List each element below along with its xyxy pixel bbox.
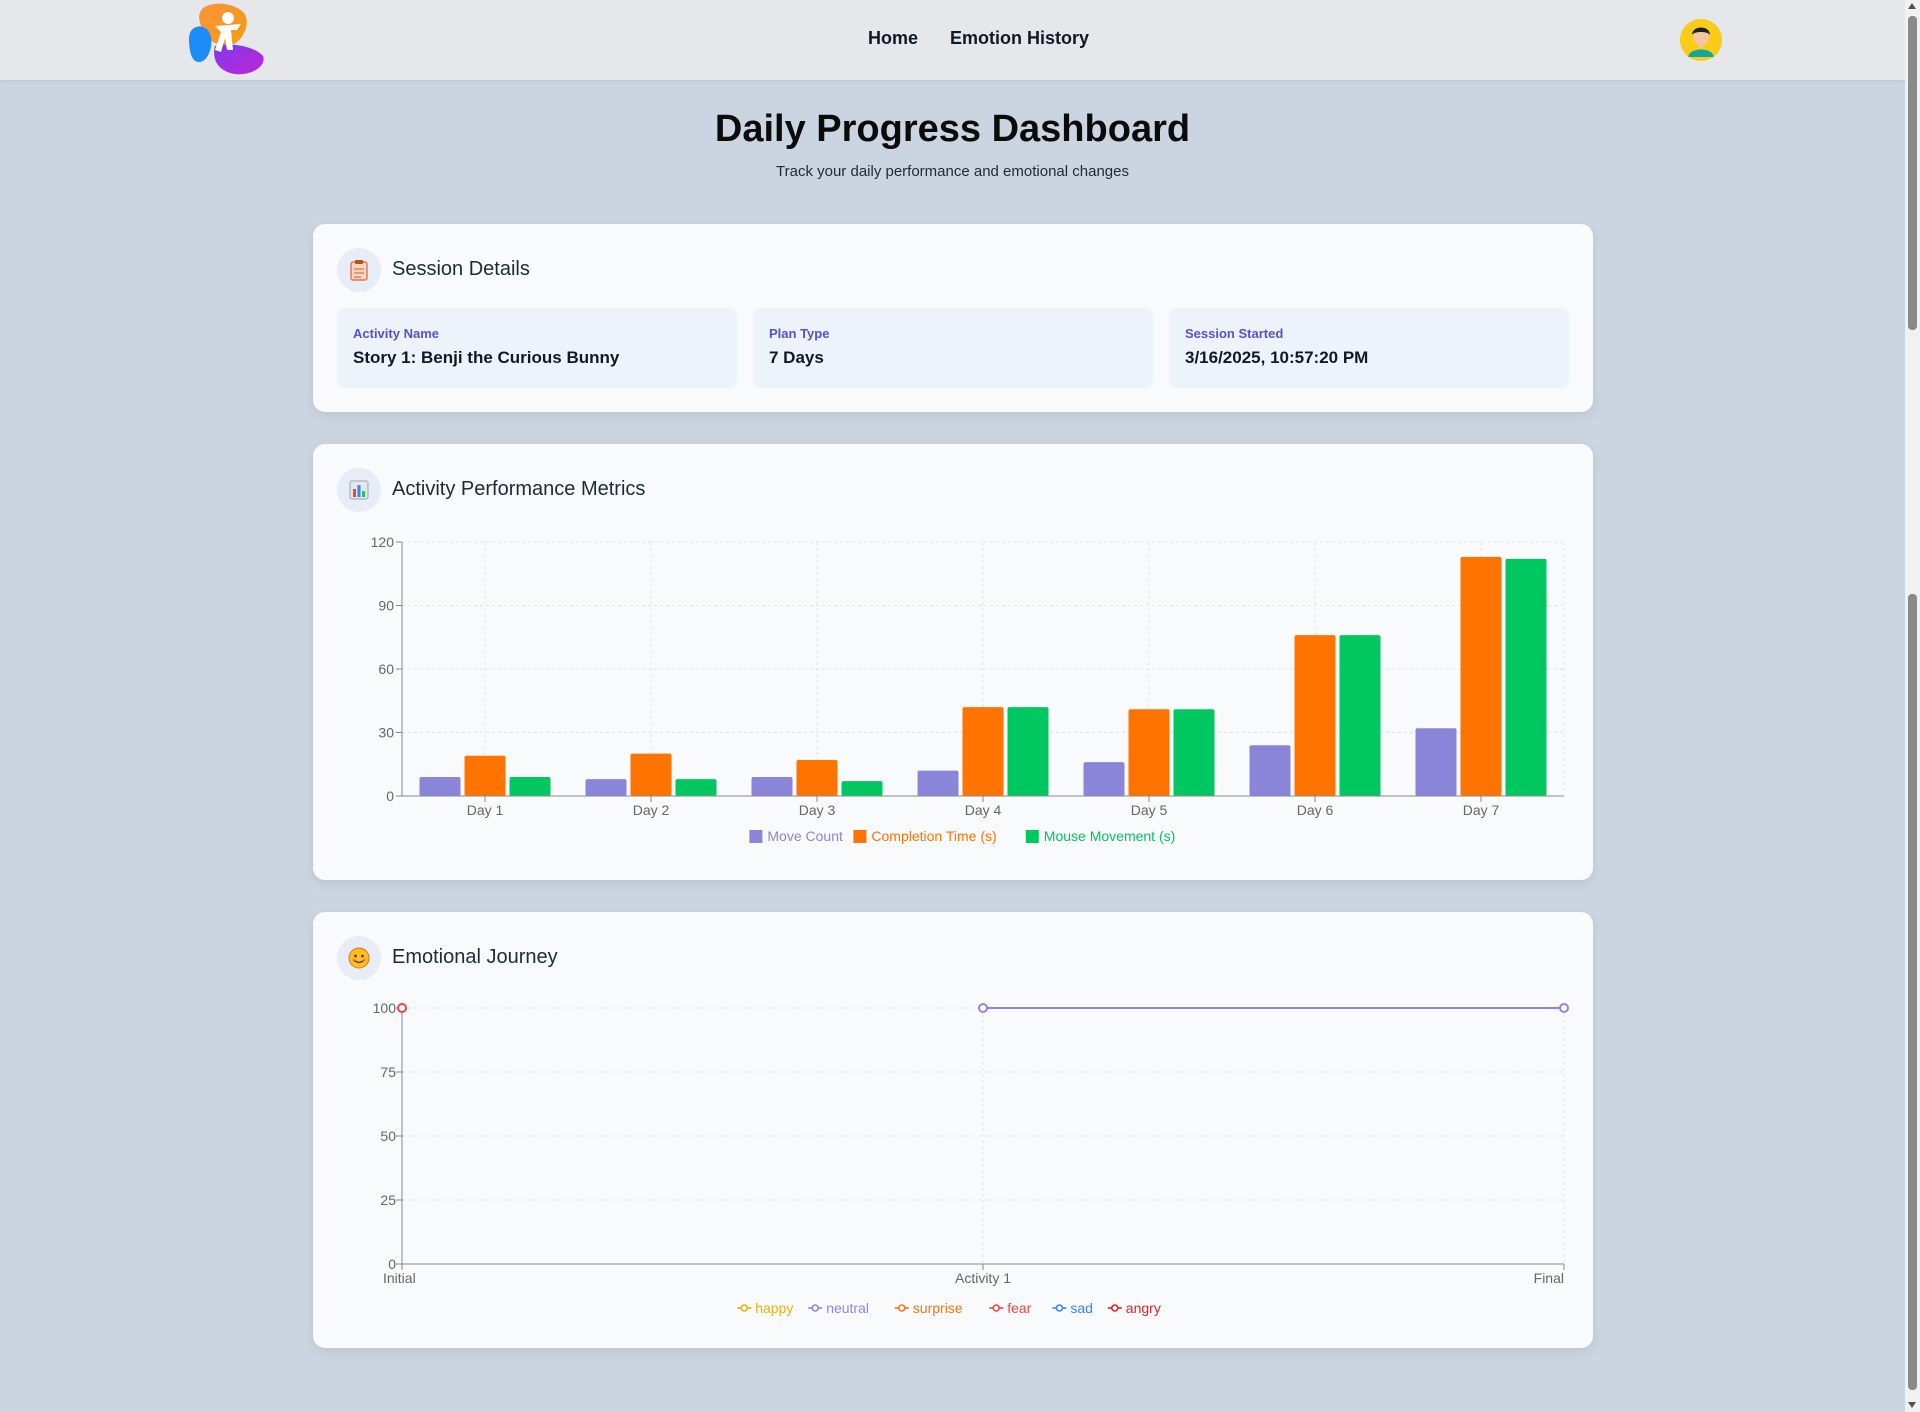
bar-legend-swatch-move-count (749, 830, 763, 843)
bar-legend-swatch-completion-time-s (853, 830, 867, 843)
bar-legend-label-completion-time-s: Completion Time (s) (871, 828, 996, 844)
line-legend-marker-angry (1110, 1304, 1119, 1312)
line-point-neutral-final (1559, 1003, 1569, 1013)
line-legend-marker-surprise (897, 1304, 906, 1312)
bar-mouse-movement-s-day-5 (1173, 709, 1215, 796)
clipboard-icon (337, 248, 381, 292)
performance-bar-chart: 0 30 60 90 120 Day 1 Day 2 Day 3 Day 4 Day 5 Day 6… (371, 534, 1565, 844)
line-legend-marker-sad (1055, 1304, 1064, 1312)
bar-chart-y-tick-label: 30 (378, 725, 394, 741)
bar-legend-label-mouse-movement-s: Mouse Movement (s) (1044, 828, 1175, 844)
plan-type-value: 7 Days (769, 348, 824, 367)
activity-name-label: Activity Name (353, 326, 439, 341)
session-started-label: Session Started (1185, 326, 1284, 341)
line-legend-label-neutral: neutral (826, 1300, 869, 1316)
scrollbar-thumb[interactable] (1908, 16, 1917, 330)
line-legend-marker-neutral (811, 1304, 820, 1312)
page-title: Daily Progress Dashboard (714, 108, 1191, 150)
page-scrollbar[interactable] (1905, 0, 1920, 1412)
bar-completion-time-s-day-3 (796, 760, 838, 796)
activity-name-box: Activity Name Story 1: Benji the Curious… (337, 308, 737, 388)
bar-chart-x-tick-label: Day 7 (1463, 802, 1500, 818)
emotional-journey-title: Emotional Journey (392, 946, 558, 968)
bar-move-count-day-3 (751, 776, 793, 796)
user-avatar-icon[interactable] (1680, 19, 1722, 61)
session-started-value: 3/16/2025, 10:57:20 PM (1185, 348, 1369, 367)
plan-type-box: Plan Type 7 Days (753, 308, 1153, 388)
bar-chart-x-tick-label: Day 2 (633, 802, 670, 818)
line-legend-label-angry: angry (1126, 1300, 1161, 1316)
bar-move-count-day-7 (1415, 728, 1457, 796)
navbar: Home Emotion History (0, 0, 1905, 80)
bar-mouse-movement-s-day-3 (841, 781, 883, 796)
bar-chart-x-tick-label: Day 3 (799, 802, 836, 818)
session-started-box: Session Started 3/16/2025, 10:57:20 PM (1169, 308, 1569, 388)
bar-move-count-day-4 (917, 770, 959, 796)
bar-chart-y-tick-label: 90 (378, 598, 394, 614)
scrollbar-thumb-lower[interactable] (1908, 594, 1917, 1390)
line-legend-label-surprise: surprise (913, 1300, 963, 1316)
page-subtitle: Track your daily performance and emotion… (776, 163, 1129, 180)
bar-chart-y-tick-label: 120 (371, 534, 395, 550)
bar-completion-time-s-day-1 (464, 755, 506, 796)
bar-chart-x-tick-label: Day 4 (965, 802, 1002, 818)
scroll-up-icon[interactable] (1908, 3, 1916, 9)
bar-mouse-movement-s-day-6 (1339, 635, 1381, 796)
line-chart-x-tick-label: Final (1534, 1270, 1564, 1286)
bar-move-count-day-5 (1083, 762, 1125, 796)
bar-legend-label-move-count: Move Count (767, 828, 843, 844)
bar-chart-x-tick-label: Day 6 (1297, 802, 1334, 818)
bar-chart-x-tick-label: Day 5 (1131, 802, 1168, 818)
bar-chart-y-tick-label: 60 (378, 661, 394, 677)
line-point-neutral-activity-1 (978, 1003, 988, 1013)
performance-metrics-card: Activity Performance Metrics 0 30 60 90 120 D… (313, 444, 1593, 880)
session-details-title: Session Details (392, 258, 530, 280)
bar-move-count-day-6 (1249, 745, 1291, 796)
line-legend-label-fear: fear (1007, 1300, 1031, 1316)
line-legend-marker-happy (740, 1304, 749, 1312)
bar-mouse-movement-s-day-1 (509, 776, 551, 796)
bar-chart-y-tick-label: 0 (386, 788, 394, 804)
bar-chart-x-tick-label: Day 1 (467, 802, 504, 818)
line-legend-label-happy: happy (755, 1300, 793, 1316)
line-legend-marker-fear (992, 1304, 1001, 1312)
line-chart-y-tick-label: 75 (380, 1064, 396, 1080)
bar-completion-time-s-day-7 (1460, 556, 1502, 796)
nav-emotion-history-link[interactable]: Emotion History (950, 28, 1090, 48)
line-chart-y-tick-label: 25 (380, 1192, 396, 1208)
plan-type-label: Plan Type (769, 326, 830, 341)
emotional-journey-card: Emotional Journey 0 25 50 75 100 Initial Activ… (313, 912, 1593, 1348)
bar-mouse-movement-s-day-7 (1505, 558, 1547, 796)
bar-chart-icon (337, 468, 381, 512)
bar-move-count-day-1 (419, 776, 461, 796)
session-details-card: Session Details Activity Name Story 1: B… (313, 224, 1593, 412)
activity-name-value: Story 1: Benji the Curious Bunny (353, 348, 620, 367)
emotion-line-chart: 0 25 50 75 100 Initial Activity 1 Final happy neu… (373, 1000, 1569, 1316)
scroll-down-icon[interactable] (1908, 1402, 1916, 1408)
nav-home-link[interactable]: Home (868, 28, 919, 48)
line-point-fear-initial (397, 1003, 407, 1013)
bar-legend-swatch-mouse-movement-s (1025, 830, 1039, 843)
performance-metrics-title: Activity Performance Metrics (392, 478, 646, 500)
line-legend-label-sad: sad (1070, 1300, 1093, 1316)
line-chart-x-tick-label: Initial (383, 1270, 416, 1286)
smiley-icon (337, 936, 381, 980)
line-chart-y-tick-label: 50 (380, 1128, 396, 1144)
line-chart-y-tick-label: 100 (373, 1000, 397, 1016)
nav-links: Home Emotion History (868, 28, 1089, 49)
bar-completion-time-s-day-6 (1294, 635, 1336, 796)
bar-completion-time-s-day-4 (962, 707, 1004, 796)
bar-completion-time-s-day-2 (630, 753, 672, 796)
bar-completion-time-s-day-5 (1128, 709, 1170, 796)
bar-move-count-day-2 (585, 779, 627, 796)
line-chart-x-tick-label: Activity 1 (955, 1270, 1011, 1286)
bar-mouse-movement-s-day-2 (675, 779, 717, 796)
kid-jumping-logo[interactable] (185, 2, 267, 76)
bar-mouse-movement-s-day-4 (1007, 707, 1049, 796)
line-chart-y-tick-label: 0 (388, 1256, 396, 1272)
